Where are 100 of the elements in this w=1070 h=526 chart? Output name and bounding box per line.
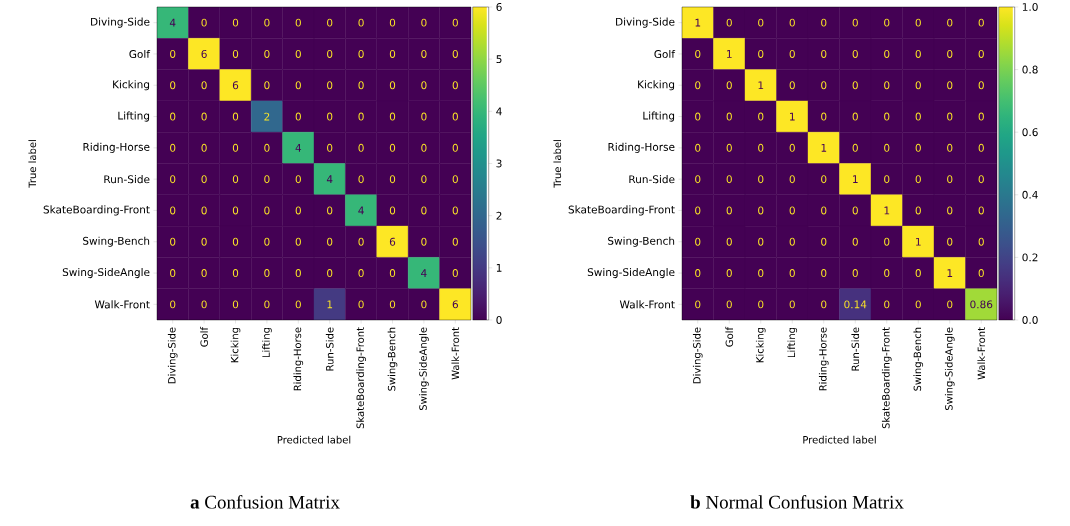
y-tick-label: Walk-Front (619, 300, 675, 309)
data-label: 0 (327, 49, 333, 58)
color-bar-label: 1 (496, 264, 502, 272)
data-label: 0 (295, 237, 301, 246)
data-label: 0 (978, 206, 984, 215)
data-label: 0 (758, 143, 764, 152)
data-label: 4 (358, 206, 364, 215)
y-tick-label: Run-Side (104, 175, 150, 184)
data-label: 0 (358, 49, 364, 58)
y-tick-label: Diving-Side (616, 17, 675, 28)
text: b Normal Confusion Matrix (690, 495, 904, 509)
data-label: 0 (389, 143, 396, 152)
data-label: 0 (389, 175, 396, 184)
data-label: 0 (915, 112, 921, 121)
data-label: 0 (201, 112, 207, 121)
data-label: 0 (358, 300, 364, 309)
data-label: 0 (232, 49, 239, 58)
data-label: 0 (852, 143, 858, 152)
data-label: 0 (915, 300, 921, 309)
data-label: 0 (758, 175, 764, 184)
y-tick-label: Kicking (638, 80, 675, 91)
data-label: 0 (789, 49, 795, 58)
data-label: 0 (852, 269, 858, 278)
color-bar-label: 0.2 (1022, 253, 1038, 262)
data-label: 0 (726, 18, 732, 27)
data-label: 0 (789, 269, 795, 278)
data-label: 0 (821, 81, 827, 90)
data-label: 4 (326, 175, 333, 183)
data-label: 0 (726, 81, 732, 90)
data-label: 0 (947, 175, 953, 184)
data-label: 1 (916, 237, 921, 246)
data-label: 1 (790, 112, 795, 121)
data-label: 0 (389, 206, 396, 215)
data-label: 0 (452, 269, 458, 278)
data-label: 0 (695, 143, 701, 152)
data-label: 0 (358, 18, 364, 27)
data-label: 0 (821, 18, 827, 27)
data-label: 1 (853, 175, 858, 183)
data-label: 0 (232, 300, 239, 309)
data-label: 0 (201, 269, 207, 278)
x-tick-label: Golf (725, 326, 734, 347)
data-label: 0.14 (844, 300, 867, 309)
color-bar-label: 5 (496, 55, 502, 64)
data-label: 0 (232, 175, 239, 184)
data-label: 0 (695, 300, 701, 309)
x-tick-label: Run-Side (851, 327, 860, 371)
x-tick-label: Swing-Bench (387, 327, 398, 391)
data-label: 0 (170, 175, 176, 184)
data-label: 0 (264, 206, 270, 215)
y-tick-label: Kicking (113, 80, 150, 91)
data-label: 0 (201, 175, 207, 184)
data-label: 0 (978, 18, 984, 27)
data-label: 0 (264, 237, 270, 246)
data-label: 0 (389, 18, 396, 27)
data-label: 0 (758, 206, 764, 215)
x-tick-label: Swing-SideAngle (419, 327, 429, 411)
data-label: 0 (726, 175, 732, 184)
data-label: 1 (821, 144, 827, 152)
data-label: 0 (201, 18, 207, 27)
data-label: 0.86 (970, 300, 993, 309)
data-label: 0 (170, 206, 176, 215)
data-label: 0 (421, 18, 427, 27)
data-label: 0 (821, 269, 827, 278)
data-label: 0 (452, 143, 458, 152)
y-tick-label: Run-Side (629, 175, 675, 184)
data-label: 0 (915, 81, 921, 90)
data-label: 0 (758, 237, 764, 246)
x-tick-label: Walk-Front (977, 327, 986, 380)
data-label: 0 (421, 206, 427, 215)
data-label: 0 (170, 81, 176, 90)
data-label: 0 (726, 300, 732, 309)
data-label: 0 (884, 81, 890, 90)
y-tick-label: Golf (129, 49, 151, 59)
data-label: 0 (327, 269, 333, 278)
data-label: 0 (358, 175, 364, 184)
y-axis-title: True label (553, 140, 562, 188)
data-label: 0 (358, 143, 364, 152)
data-label: 0 (232, 237, 239, 246)
data-label: 0 (421, 112, 427, 121)
color-bar-label: 0 (496, 316, 502, 324)
data-label: 0 (201, 300, 207, 309)
data-label: 0 (884, 49, 890, 58)
data-label: 0 (947, 143, 953, 152)
data-label: 0 (758, 269, 764, 278)
data-label: 0 (295, 269, 301, 278)
data-label: 0 (264, 143, 270, 152)
data-label: 0 (915, 206, 921, 215)
data-label: 0 (232, 112, 239, 121)
data-label: 0 (852, 112, 858, 121)
color-bar-label: 1.0 (1022, 3, 1038, 11)
data-label: 0 (947, 112, 953, 121)
data-label: 0 (201, 206, 207, 215)
data-label: 0 (695, 112, 701, 121)
x-tick-label: Swing-SideAngle (944, 327, 955, 411)
y-tick-label: Swing-SideAngle (587, 267, 675, 279)
data-label: 0 (726, 143, 732, 152)
data-label: 0 (264, 175, 270, 184)
data-label: 0 (915, 175, 921, 184)
data-label: 0 (170, 300, 176, 309)
data-label: 0 (421, 300, 427, 309)
